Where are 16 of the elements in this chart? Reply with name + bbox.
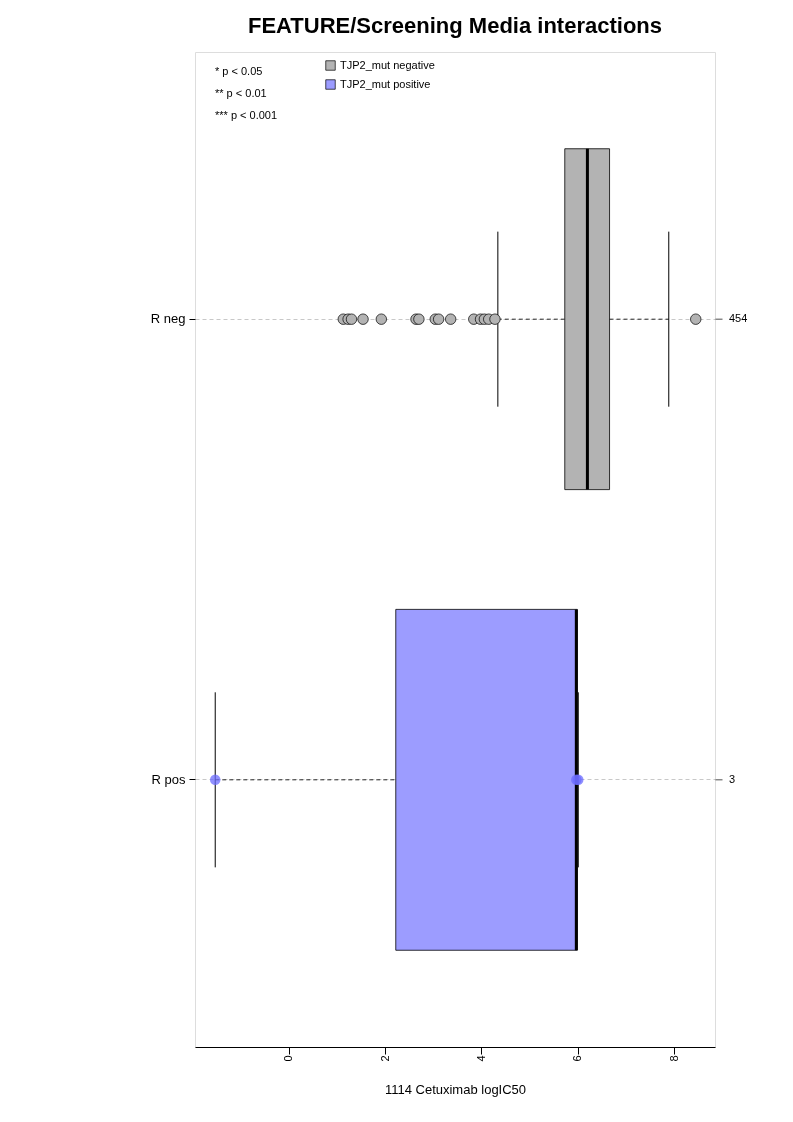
- x-tick-label: 4: [474, 1055, 487, 1062]
- text: 3: [729, 772, 736, 785]
- x-tick-label: 2: [378, 1055, 391, 1062]
- annotation: * p < 0.05: [215, 65, 263, 77]
- text: 454: [729, 312, 748, 325]
- y-tick-label: R neg: [150, 311, 186, 327]
- y-tick-label: R pos: [151, 771, 186, 787]
- x-axis-title: 1114 Cetuximab logIC50: [384, 1081, 527, 1097]
- x-tick-label: 8: [667, 1055, 680, 1062]
- legend-label: TJP2_mut positive: [340, 77, 431, 90]
- annotation: ** p < 0.01: [215, 87, 267, 99]
- x-tick-label: 0: [282, 1055, 295, 1062]
- annotation: *** p < 0.001: [215, 109, 278, 121]
- x-tick-label: 6: [571, 1055, 584, 1062]
- legend-label: TJP2_mut negative: [340, 58, 435, 71]
- chart-title: FEATURE/Screening Media interactions: [247, 13, 663, 38]
